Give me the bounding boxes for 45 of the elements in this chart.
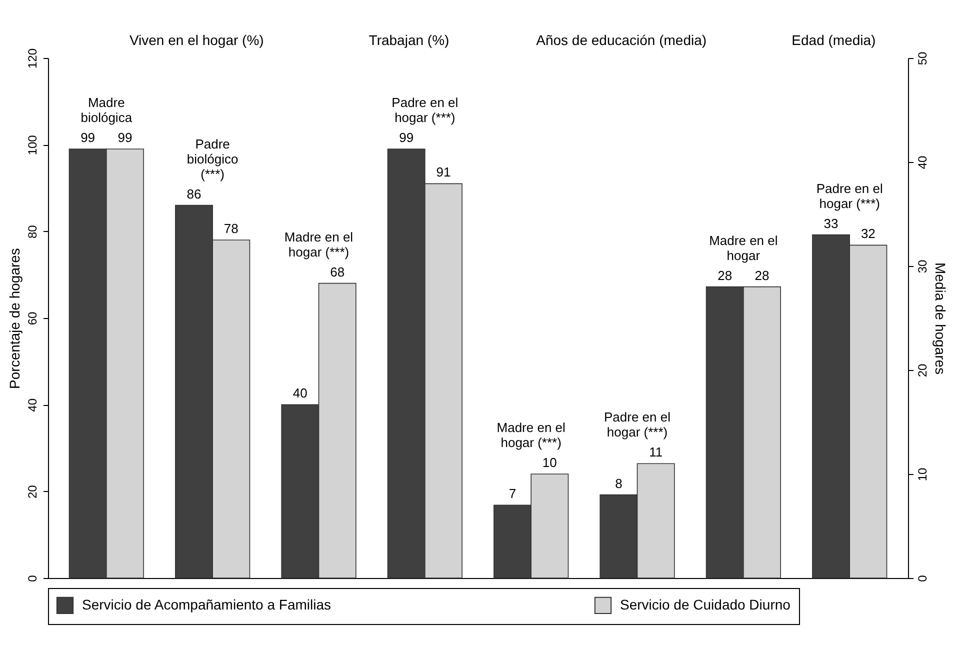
text: Edad (media): [792, 32, 876, 48]
data-label: 99: [118, 130, 132, 145]
data-label: 33: [824, 216, 838, 231]
y2-tick-label: 0: [916, 574, 930, 582]
text: Trabajan (%): [368, 32, 450, 48]
y2-tick-label: 50: [916, 52, 930, 66]
data-label: 32: [860, 226, 876, 242]
data-label: 28: [754, 268, 770, 283]
legend-label: Servicio de Cuidado Diurno: [620, 596, 791, 612]
y-tick-label: 120: [26, 48, 40, 69]
data-label: 10: [542, 455, 557, 470]
y2-tick-label: 10: [916, 468, 930, 482]
y2-tick-label: 30: [916, 260, 930, 274]
x-tick-label: Padre en el hogar (***): [816, 180, 883, 211]
data-label: 68: [330, 264, 345, 280]
x-tick-label: Padre en el hogar (***): [392, 95, 458, 125]
data-label: 28: [718, 268, 732, 283]
data-label: 8: [615, 476, 622, 491]
data-label: 99: [399, 130, 414, 145]
y-tick-label: 100: [26, 134, 40, 156]
y2-tick-label: 40: [916, 156, 930, 170]
x-tick-label: Padre biológico (***): [186, 136, 238, 182]
y2-tick-label: 20: [916, 364, 930, 378]
data-label: 86: [186, 186, 202, 202]
data-label: 7: [508, 486, 516, 502]
x-tick-label: Madre en el hogar: [709, 232, 778, 263]
y-tick-label: 80: [26, 224, 40, 239]
x-tick-label: Madre en el hogar (***): [496, 420, 566, 450]
data-label: 11: [649, 444, 663, 460]
data-label: 40: [292, 386, 308, 401]
y-tick-label: 40: [26, 398, 40, 412]
x-tick-label: Madre biológica: [80, 95, 133, 125]
text: Viven en el hogar (%): [129, 32, 264, 48]
legend-label: Servicio de Acompañamiento a Familias: [82, 596, 332, 612]
y-tick-label: 0: [26, 574, 40, 582]
x-tick-label: Padre en el hogar (***): [604, 410, 671, 440]
data-label: 99: [80, 130, 96, 145]
y-axis-title: Porcentaje de hogares: [6, 248, 22, 389]
y2-axis-title: Media de hogares: [932, 262, 948, 375]
x-tick-label: Madre en el hogar (***): [284, 229, 354, 260]
y-tick-label: 60: [26, 312, 40, 326]
data-label: 78: [224, 221, 238, 236]
data-label: 91: [436, 164, 451, 180]
text: Años de educación (media): [536, 32, 707, 48]
y-tick-label: 20: [26, 484, 40, 499]
